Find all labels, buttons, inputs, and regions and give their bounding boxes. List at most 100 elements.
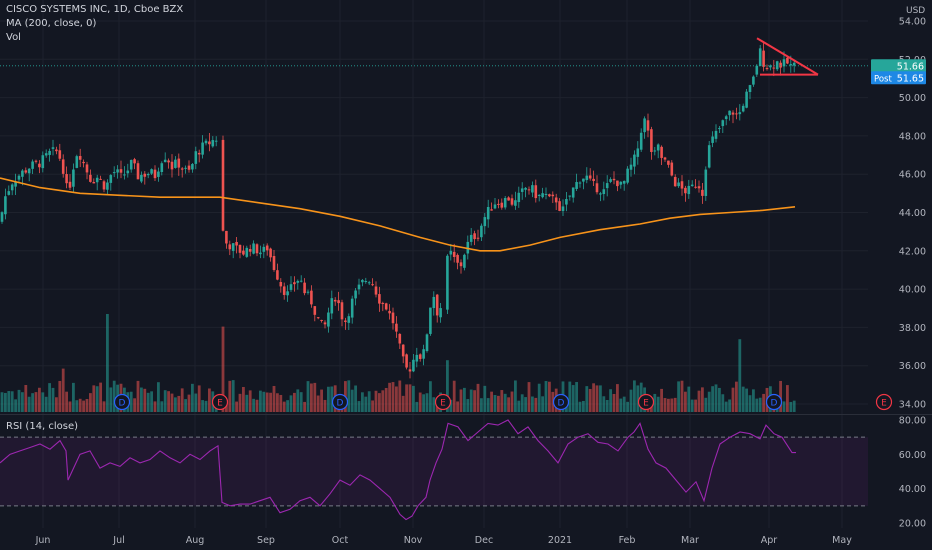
volume-legend[interactable]: Vol xyxy=(6,32,21,43)
volume-bar xyxy=(82,400,85,412)
volume-bar xyxy=(367,391,371,412)
candle-body xyxy=(170,161,174,170)
time-tick-label: Jul xyxy=(112,535,124,546)
candle-body xyxy=(89,174,92,182)
volume-bar xyxy=(296,389,300,412)
candle-body xyxy=(758,48,762,67)
candle-body xyxy=(327,312,330,327)
price-tick-label: 42.00 xyxy=(899,246,926,257)
candle-body xyxy=(388,310,391,314)
volume-bar xyxy=(286,400,289,412)
candle-body xyxy=(99,178,102,180)
candle-body xyxy=(401,344,405,357)
time-axis[interactable]: Jun Jul Aug Sep Oct Nov Dec 2021 Feb Mar Apr May xyxy=(35,535,853,546)
volume-bar xyxy=(102,401,106,412)
candle-body xyxy=(357,284,361,290)
candle-body xyxy=(680,181,684,189)
volume-bar xyxy=(483,385,487,412)
volume-bar xyxy=(704,397,708,412)
volume-bar xyxy=(140,387,143,412)
candle-body xyxy=(61,159,65,174)
volume-bar xyxy=(269,392,272,412)
candle-body xyxy=(643,118,646,133)
volume-bar xyxy=(347,380,351,412)
price-tick-label: 36.00 xyxy=(899,361,926,372)
time-tick-label: Nov xyxy=(404,535,423,546)
volume-bar xyxy=(493,395,497,412)
candle-body xyxy=(415,354,419,362)
candle-body xyxy=(429,307,432,334)
dividend-marker-circle xyxy=(552,393,570,411)
candle-body xyxy=(432,296,436,309)
earnings-marker-label: E xyxy=(440,399,446,409)
volume-bar xyxy=(61,368,65,412)
candle-body xyxy=(14,181,17,187)
volume-bar xyxy=(782,401,786,412)
candle-body xyxy=(391,312,395,324)
candle-body xyxy=(510,198,514,205)
volume-bar xyxy=(316,395,320,412)
candle-body xyxy=(439,308,442,318)
volume-bar xyxy=(99,382,102,412)
candle-body xyxy=(255,244,259,254)
volume-bar xyxy=(531,396,534,412)
volume-bar xyxy=(378,393,381,412)
time-tick-label: Feb xyxy=(619,535,636,546)
volume-bar xyxy=(41,392,45,412)
symbol-legend[interactable]: CISCO SYSTEMS INC, 1D, Cboe BZX xyxy=(6,4,184,15)
candle-body xyxy=(605,183,609,189)
volume-bar xyxy=(571,385,575,412)
volume-bar xyxy=(582,400,585,412)
volume-bar xyxy=(459,389,463,412)
candle-body xyxy=(694,186,697,188)
volume-bar xyxy=(208,388,211,412)
rsi-axis[interactable]: 80.00 60.00 40.00 20.00 xyxy=(899,416,926,530)
volume-bar xyxy=(466,399,470,412)
time-tick-label: Jun xyxy=(35,535,51,546)
volume-bar xyxy=(463,387,466,412)
candle-body xyxy=(51,147,55,149)
candle-body xyxy=(252,243,255,254)
candle-body xyxy=(520,188,524,192)
volume-bar xyxy=(31,393,34,412)
volume-bar xyxy=(221,326,225,412)
pattern-line xyxy=(756,37,819,76)
time-tick-label: Apr xyxy=(761,535,778,546)
candle-body xyxy=(755,65,759,75)
candle-body xyxy=(242,250,245,255)
volume-bar xyxy=(755,398,759,412)
volume-bar xyxy=(762,393,765,412)
candle-body xyxy=(248,249,252,252)
volume-bar xyxy=(680,380,684,412)
candle-body xyxy=(459,262,463,267)
candle-body xyxy=(235,241,238,246)
volume-bar xyxy=(452,380,456,412)
candle-body xyxy=(204,140,208,144)
volume-bar xyxy=(752,389,755,412)
candle-body xyxy=(276,270,279,280)
volume-bar xyxy=(163,390,167,412)
candle-body xyxy=(626,168,629,183)
volume-bar xyxy=(602,396,606,412)
rsi-band xyxy=(0,437,868,506)
candle-body xyxy=(622,180,626,184)
candle-body xyxy=(670,162,674,176)
ma-legend[interactable]: MA (200, close, 0) xyxy=(6,18,97,29)
candle-body xyxy=(721,120,725,127)
candle-body xyxy=(214,140,218,142)
triangle-pattern[interactable] xyxy=(756,37,819,76)
candle-body xyxy=(187,165,191,170)
volume-bar xyxy=(524,397,527,412)
candle-body xyxy=(653,150,657,152)
candle-body xyxy=(639,132,643,150)
volume-bar xyxy=(153,401,157,412)
earnings-marker-circle xyxy=(637,393,655,411)
volume-bar xyxy=(276,393,279,412)
candle-body xyxy=(344,320,347,322)
rsi-legend[interactable]: RSI (14, close) xyxy=(6,421,79,432)
candle-body xyxy=(299,280,303,282)
volume-bar xyxy=(112,380,116,412)
candlesticks xyxy=(0,42,796,379)
volume-bar xyxy=(551,391,555,412)
